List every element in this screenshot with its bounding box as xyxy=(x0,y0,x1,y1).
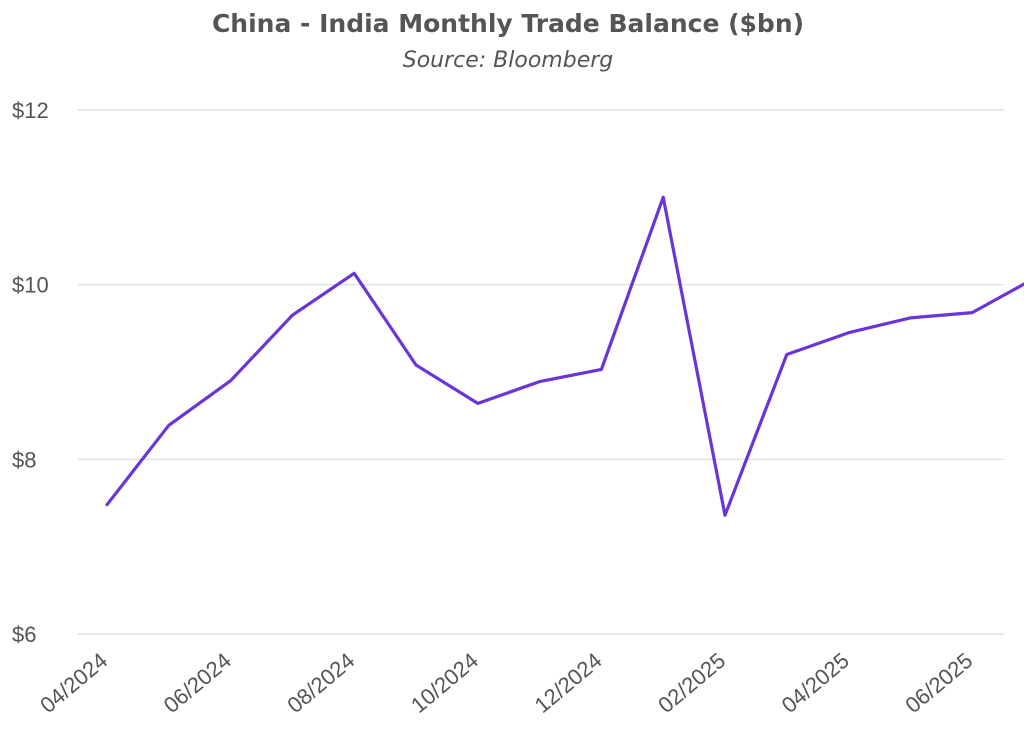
x-tick-label: 08/2024 xyxy=(282,648,359,718)
y-tick-label: $8 xyxy=(12,447,36,472)
x-axis-ticks: 04/2024 06/2024 08/2024 10/2024 12/2024 02/20… xyxy=(35,648,977,718)
x-tick-label: 12/2024 xyxy=(530,648,607,718)
gridlines xyxy=(78,109,1004,635)
x-tick-label: 10/2024 xyxy=(406,648,483,718)
chart-subtitle: Source: Bloomberg xyxy=(403,48,614,73)
y-tick-label: $12 xyxy=(12,98,49,123)
chart-title: China - India Monthly Trade Balance ($bn… xyxy=(212,9,804,38)
y-tick-label: $10 xyxy=(12,273,49,298)
y-axis-ticks: $6 $8 $10 $12 xyxy=(12,98,49,647)
x-tick-label: 06/2025 xyxy=(900,648,977,718)
x-tick-label: 06/2024 xyxy=(159,648,236,718)
x-tick-label: 02/2025 xyxy=(653,648,730,718)
series-line xyxy=(105,195,1024,517)
y-tick-label: $6 xyxy=(12,622,36,647)
series-layer xyxy=(105,195,1024,517)
x-tick-label: 04/2025 xyxy=(777,648,854,718)
x-tick-label: 04/2024 xyxy=(35,648,112,718)
